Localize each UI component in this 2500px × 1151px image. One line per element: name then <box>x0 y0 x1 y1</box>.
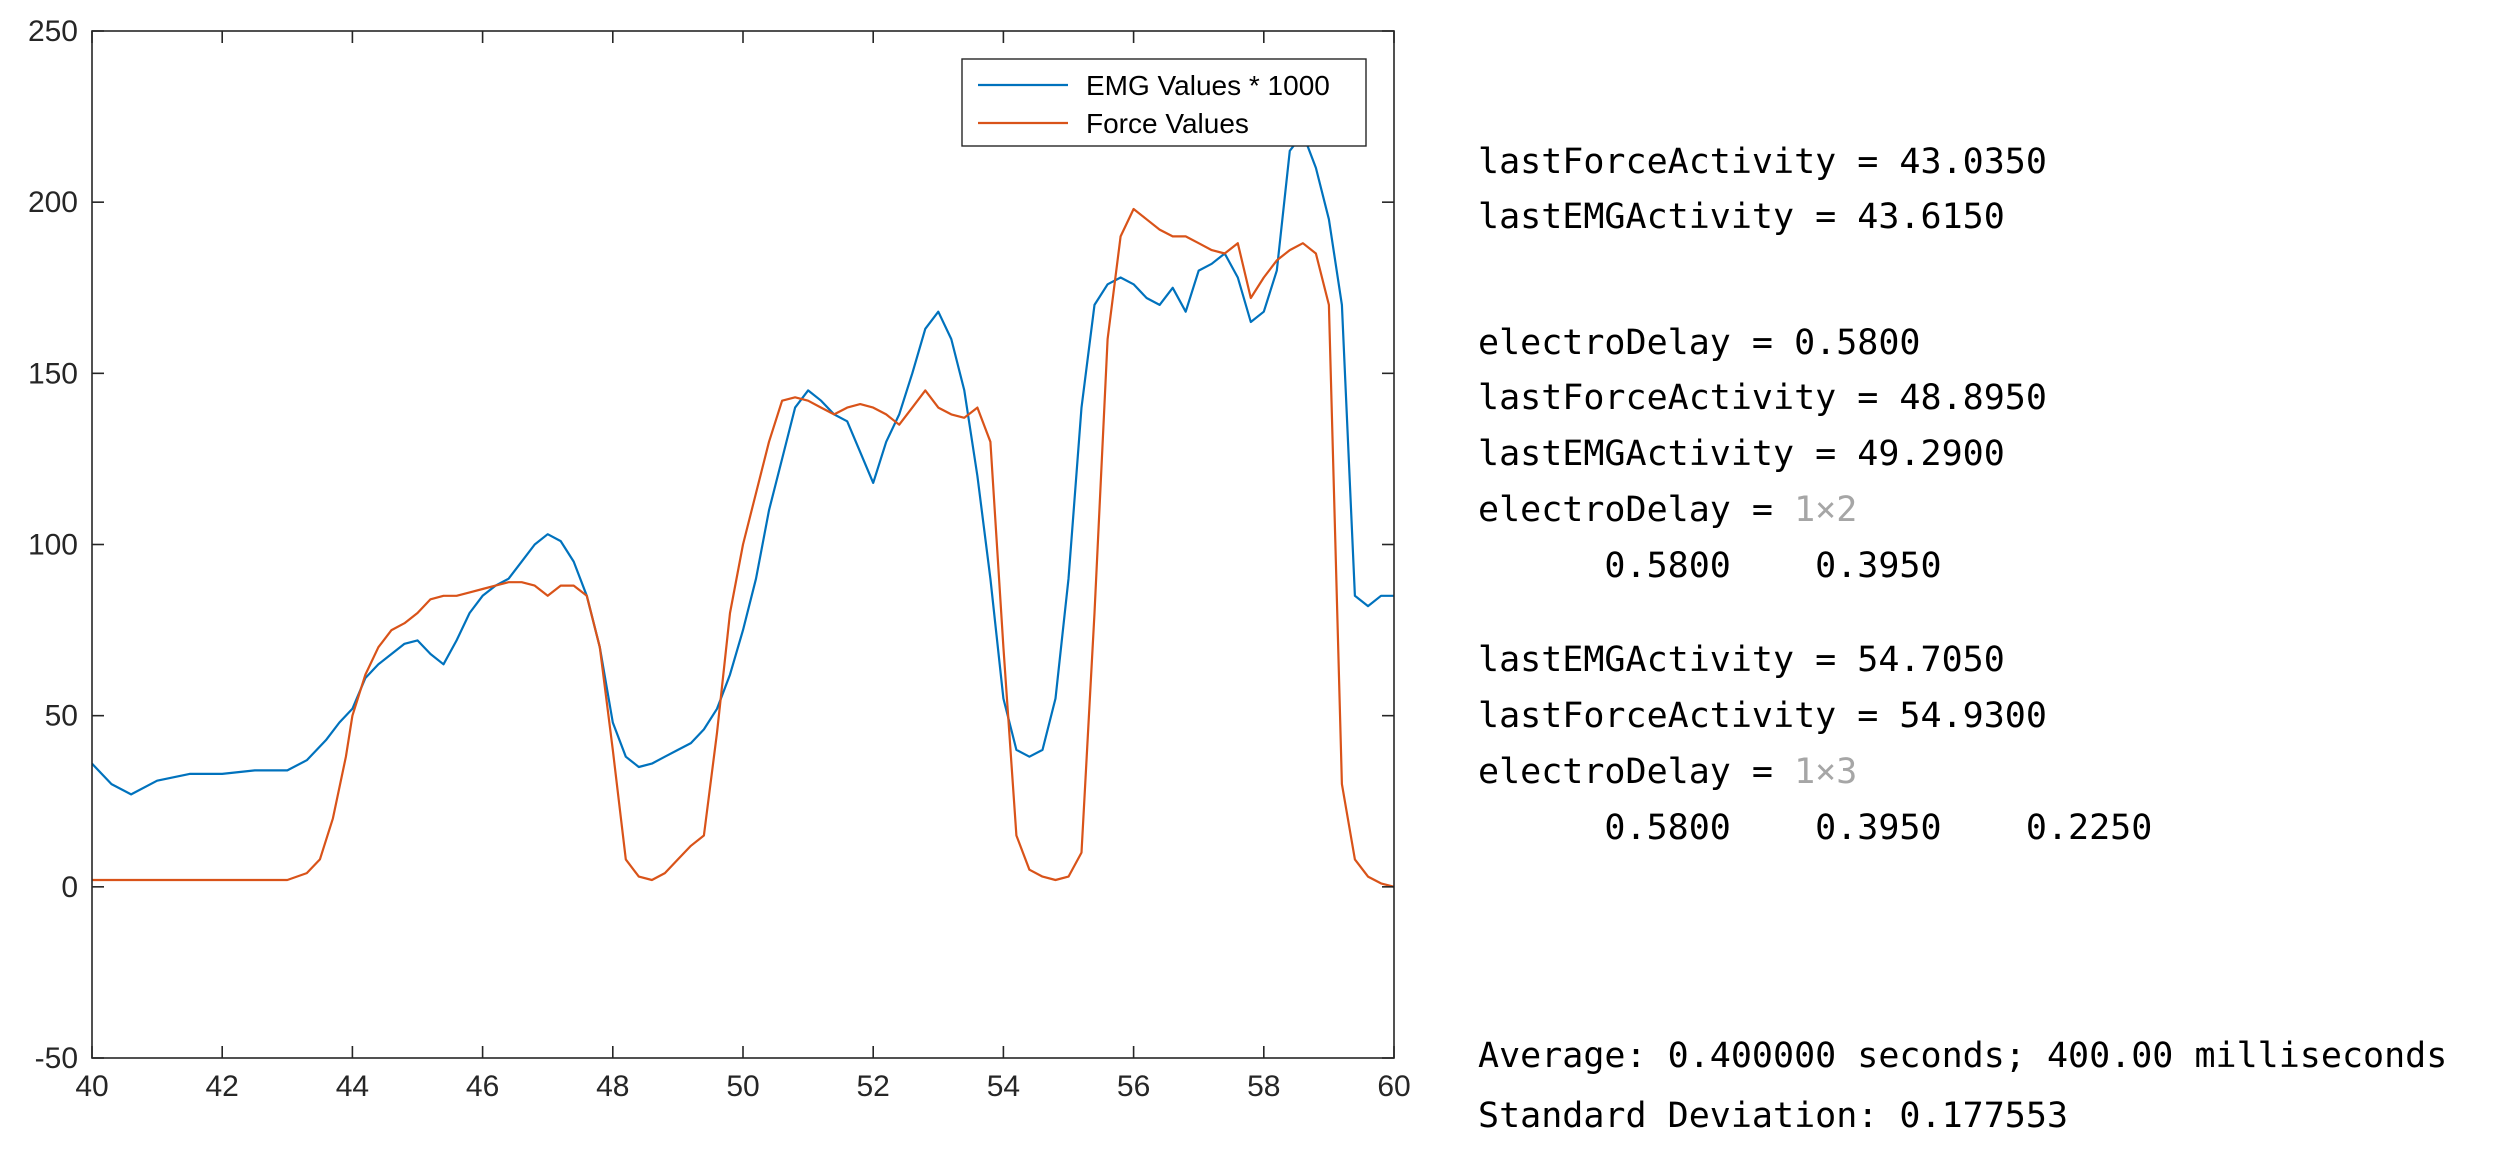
x-tick-label: 48 <box>596 1070 629 1103</box>
x-tick-label: 50 <box>726 1070 759 1103</box>
y-tick-label: -50 <box>35 1042 78 1075</box>
console-line: 0.5800 0.3950 0.2250 <box>1478 808 2153 848</box>
console-line: 0.5800 0.3950 <box>1478 546 1942 586</box>
x-tick-label: 58 <box>1247 1070 1280 1103</box>
legend-entry-label: EMG Values * 1000 <box>1086 70 1330 101</box>
legend-entry-label: Force Values <box>1086 108 1249 139</box>
x-tick-label: 52 <box>857 1070 890 1103</box>
console-line: Standard Deviation: 0.177553 <box>1478 1096 2069 1136</box>
console-line: electroDelay = 1×2 <box>1478 490 1858 530</box>
command-window-output: lastForceActivity = 43.0350 lastEMGActiv… <box>1478 0 2488 1151</box>
x-tick-label: 60 <box>1377 1070 1410 1103</box>
console-line: lastForceActivity = 43.0350 <box>1478 142 2047 182</box>
console-line: lastForceActivity = 48.8950 <box>1478 378 2047 418</box>
force-series-line <box>92 207 1394 888</box>
matrix-size-hint: 1×3 <box>1794 752 1858 792</box>
console-line: electroDelay = 0.5800 <box>1478 323 1921 363</box>
y-tick-label: 150 <box>28 357 78 390</box>
console-line: Average: 0.400000 seconds; 400.00 millis… <box>1478 1036 2448 1076</box>
x-tick-label: 40 <box>75 1070 108 1103</box>
console-line: lastEMGActivity = 54.7050 <box>1478 640 2005 680</box>
y-tick-label: 0 <box>61 871 78 904</box>
legend-box <box>961 58 1367 147</box>
console-line: lastForceActivity = 54.9300 <box>1478 696 2047 736</box>
y-tick-label: 200 <box>28 186 78 219</box>
x-tick-label: 42 <box>206 1070 239 1103</box>
x-tick-label: 44 <box>336 1070 369 1103</box>
matrix-size-hint: 1×2 <box>1794 490 1858 530</box>
console-line: lastEMGActivity = 43.6150 <box>1478 197 2005 237</box>
chart-svg: 40 42 44 46 48 50 52 54 56 58 60 -50 0 50 100 150 200 250… <box>28 15 1411 1103</box>
x-tick-label: 56 <box>1117 1070 1150 1103</box>
y-tick-label: 50 <box>45 700 78 733</box>
console-line: electroDelay = 1×3 <box>1478 752 1858 792</box>
y-tick-label: 250 <box>28 15 78 48</box>
x-tick-label: 46 <box>466 1070 499 1103</box>
y-tick-label: 100 <box>28 529 78 562</box>
x-tick-label: 54 <box>987 1070 1020 1103</box>
emg-force-plot: 40 42 44 46 48 50 52 54 56 58 60 -50 0 50 100 150 200 250… <box>28 15 1411 1103</box>
console-line: lastEMGActivity = 49.2900 <box>1478 434 2005 474</box>
